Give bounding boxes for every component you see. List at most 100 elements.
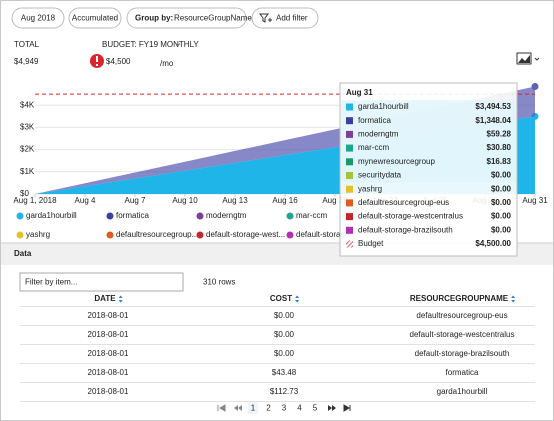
tooltip-swatch bbox=[346, 130, 353, 138]
page-number[interactable]: 2 bbox=[266, 404, 271, 413]
column-header[interactable]: COST bbox=[270, 294, 292, 303]
tooltip-name: default-storage-westcentralus bbox=[358, 212, 463, 221]
legend-swatch bbox=[286, 231, 294, 239]
x-tick-label: Aug 16 bbox=[272, 196, 298, 205]
page-number[interactable]: 1 bbox=[251, 404, 256, 413]
table-cell: 2018-08-01 bbox=[88, 311, 129, 320]
tooltip-name: Budget bbox=[358, 239, 384, 248]
chart-type-icon[interactable] bbox=[516, 52, 540, 65]
table-cell: formatica bbox=[446, 368, 479, 377]
alert-mark bbox=[96, 56, 98, 62]
page-number[interactable]: 3 bbox=[282, 404, 287, 413]
data-table: DATE COST RESOURCEGROUPNAME 2018-08-01 $0.00… bbox=[20, 294, 535, 402]
next-page[interactable] bbox=[328, 405, 336, 411]
tooltip-swatch bbox=[346, 240, 353, 248]
date-pill-label: Aug 2018 bbox=[21, 14, 56, 23]
tooltip-swatch bbox=[346, 185, 353, 193]
group-by-value: ResourceGroupName bbox=[174, 14, 252, 23]
legend-swatch bbox=[106, 231, 114, 239]
legend-label[interactable]: defaultresourcegroup... bbox=[116, 230, 198, 239]
last-page[interactable] bbox=[343, 404, 351, 412]
sort-icon[interactable] bbox=[295, 295, 300, 303]
y-tick-label: $4K bbox=[20, 100, 35, 109]
column-header[interactable]: RESOURCEGROUPNAME bbox=[410, 294, 509, 303]
filter-input[interactable] bbox=[19, 272, 184, 292]
tooltip-swatch bbox=[346, 103, 353, 111]
y-tick-label: $1K bbox=[20, 167, 35, 176]
data-title: Data bbox=[14, 249, 32, 258]
x-tick-label: Aug 31 bbox=[522, 196, 548, 205]
tooltip-amount: $16.83 bbox=[487, 157, 512, 166]
legend-label[interactable]: garda1hourbill bbox=[26, 211, 77, 220]
tooltip-swatch bbox=[346, 144, 353, 152]
sort-icon[interactable] bbox=[118, 295, 123, 303]
page-number[interactable]: 5 bbox=[313, 404, 318, 413]
tooltip-swatch bbox=[346, 117, 353, 125]
legend-label[interactable]: mar-ccm bbox=[296, 211, 327, 220]
legend-label[interactable]: moderngtm bbox=[206, 211, 247, 220]
tooltip-row-highlight bbox=[341, 141, 516, 155]
end-point bbox=[531, 82, 539, 90]
sort-icon[interactable] bbox=[511, 295, 516, 303]
add-filter-pill[interactable] bbox=[251, 7, 319, 29]
table-cell: default-storage-westcentralus bbox=[410, 330, 515, 339]
y-tick-label: $2K bbox=[20, 145, 35, 154]
add-filter-label: Add filter bbox=[276, 14, 308, 23]
view-pill[interactable] bbox=[68, 7, 122, 29]
x-tick-label: Aug 13 bbox=[222, 196, 248, 205]
tooltip: Aug 31 garda1hourbill $3,494.53 formatica $1… bbox=[339, 82, 518, 257]
tooltip-amount: $59.28 bbox=[487, 130, 512, 139]
table-cell: 2018-08-01 bbox=[88, 330, 129, 339]
budget-chevron[interactable] bbox=[175, 43, 181, 47]
tooltip-row-highlight bbox=[341, 100, 516, 114]
x-tick-label: Aug 1, 2018 bbox=[13, 196, 57, 205]
tooltip-swatch bbox=[346, 199, 353, 207]
prev-page[interactable] bbox=[234, 405, 242, 411]
tooltip-amount: $0.00 bbox=[491, 184, 512, 193]
tooltip-amount: $0.00 bbox=[491, 171, 512, 180]
table-cell: 2018-08-01 bbox=[88, 387, 129, 396]
legend-label[interactable]: default-storage... bbox=[296, 230, 356, 239]
page-number[interactable]: 4 bbox=[297, 404, 302, 413]
row-count: 310 rows bbox=[203, 278, 235, 287]
legend-swatch bbox=[196, 231, 204, 239]
chart-icon-area bbox=[518, 55, 530, 63]
total-label: TOTAL bbox=[14, 40, 40, 49]
legend-label[interactable]: yashrg bbox=[26, 230, 50, 239]
tooltip-name: mar-ccm bbox=[358, 143, 389, 152]
alert-dot bbox=[96, 64, 98, 66]
legend-swatch bbox=[16, 212, 24, 220]
tooltip-name: yashrg bbox=[358, 184, 382, 193]
total-value: $4,949 bbox=[14, 57, 39, 66]
tooltip-amount: $3,494.53 bbox=[475, 102, 511, 111]
tooltip-swatch bbox=[346, 158, 353, 166]
tooltip-name: securitydata bbox=[358, 171, 402, 180]
tooltip-swatch bbox=[346, 172, 353, 179]
table-cell: $112.73 bbox=[270, 387, 299, 396]
column-header[interactable]: DATE bbox=[94, 294, 116, 303]
table-cell: 2018-08-01 bbox=[88, 368, 129, 377]
date-pill[interactable] bbox=[11, 7, 65, 29]
current-page-bg bbox=[248, 402, 258, 414]
table-cell: $0.00 bbox=[274, 311, 295, 320]
pagination: 1 2 3 4 5 bbox=[217, 402, 351, 414]
tooltip-name: mynewresourcegroup bbox=[358, 157, 435, 166]
legend-label[interactable]: default-storage-west... bbox=[206, 230, 285, 239]
x-tick-label: Aug 10 bbox=[172, 196, 198, 205]
toolbar: Aug 2018 Accumulated Group by: ResourceG… bbox=[11, 7, 319, 29]
tooltip-name: garda1hourbill bbox=[358, 102, 409, 111]
filter-placeholder: Filter by item... bbox=[25, 278, 77, 287]
y-tick-label: $3K bbox=[20, 123, 35, 132]
first-page[interactable] bbox=[217, 404, 226, 412]
legend-label[interactable]: formatica bbox=[116, 211, 149, 220]
tooltip-name: default-storage-brazilsouth bbox=[358, 225, 453, 234]
group-by-pill[interactable] bbox=[126, 7, 247, 29]
budget-value: $4,500 bbox=[106, 57, 131, 66]
tooltip-amount: $4,500.00 bbox=[475, 239, 511, 248]
tooltip-amount: $0.00 bbox=[491, 212, 512, 221]
group-by-label: Group by: bbox=[135, 14, 173, 23]
legend: garda1hourbill formatica moderngtm mar-ccm y… bbox=[16, 211, 356, 239]
tooltip-row-highlight bbox=[341, 127, 516, 142]
budget-unit: /mo bbox=[160, 59, 174, 68]
